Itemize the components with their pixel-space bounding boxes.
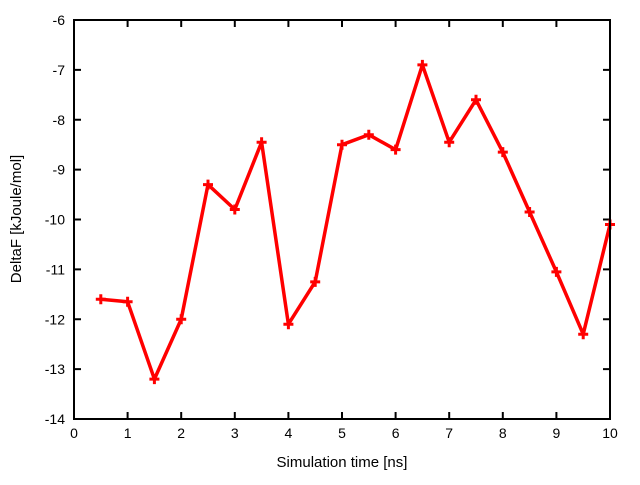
y-tick-label: -7: [53, 62, 66, 78]
y-tick-label: -14: [45, 411, 65, 427]
y-tick-label: -11: [46, 261, 65, 277]
x-tick-label: 7: [445, 425, 453, 441]
y-tick-label: -10: [45, 212, 65, 228]
y-tick-label: -9: [53, 162, 66, 178]
x-tick-label: 1: [124, 425, 132, 441]
axis-ticks-layer: 0 1 2 3 4 5 6 7 8 9 10 -14 -13 -12 -11 -10 -9 -8 -7 -6: [45, 12, 618, 441]
data-point-markers: [95, 59, 615, 385]
series-line: [99, 63, 612, 381]
y-tick-label: -8: [53, 112, 66, 128]
x-tick-label: 8: [499, 425, 507, 441]
x-tick-label: 5: [338, 425, 346, 441]
data-series-layer: [95, 59, 615, 385]
x-tick-label: 10: [602, 425, 618, 441]
y-tick-label: -6: [53, 12, 66, 28]
x-tick-label: 9: [553, 425, 561, 441]
y-tick-label: -13: [45, 361, 65, 377]
y-tick-label: -12: [45, 311, 65, 327]
x-tick-label: 0: [70, 425, 78, 441]
x-tick-label: 3: [231, 425, 239, 441]
x-tick-label: 6: [392, 425, 400, 441]
plot-border: [73, 19, 611, 420]
x-axis-title: Simulation time [ns]: [277, 454, 408, 471]
y-axis-title: DeltaF [kJoule/mol]: [8, 155, 25, 283]
x-tick-label: 2: [177, 425, 185, 441]
x-tick-label: 4: [285, 425, 293, 441]
